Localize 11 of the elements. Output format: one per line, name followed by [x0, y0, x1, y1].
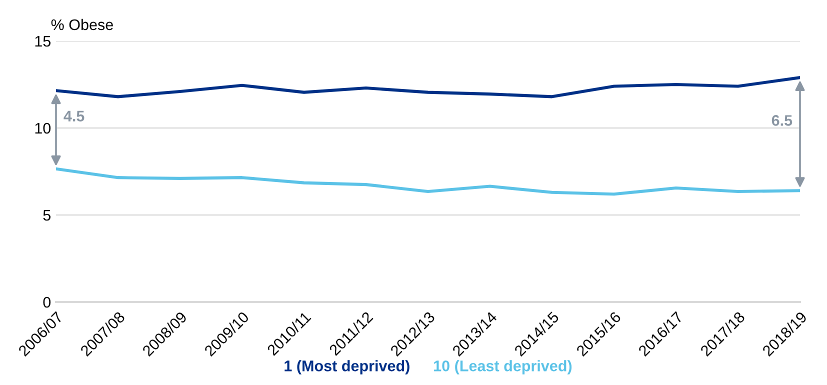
y-tick-label: 10: [35, 122, 51, 134]
y-tick-label: 15: [35, 36, 50, 47]
text: 1 (Most deprived): [284, 360, 410, 374]
y-tick-label: 5: [43, 210, 50, 221]
line-series: [56, 76, 800, 98]
annotation: 4.5: [64, 110, 84, 122]
y-axis-title: % Obese: [51, 18, 113, 30]
line-series: [56, 167, 800, 196]
y-tick-label: 0: [43, 296, 51, 308]
annotation: 6.5: [772, 115, 792, 126]
text: 10 (Least deprived): [434, 360, 572, 374]
